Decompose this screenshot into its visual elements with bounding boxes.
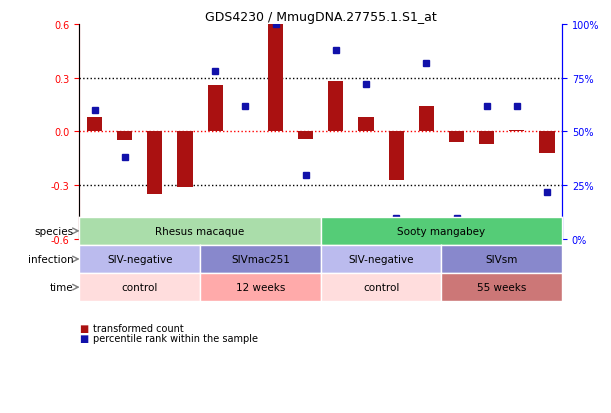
Text: ■: ■ [79, 323, 89, 333]
Text: control: control [363, 282, 400, 292]
Bar [540, 132, 555, 154]
Text: Sooty mangabey: Sooty mangabey [397, 226, 486, 236]
Text: Rhesus macaque: Rhesus macaque [155, 226, 245, 236]
Text: transformed count: transformed count [93, 323, 184, 333]
Bar [479, 132, 494, 145]
Bar [298, 132, 313, 139]
Text: 55 weeks: 55 weeks [477, 282, 527, 292]
Text: species: species [34, 226, 73, 236]
Text: SIV-negative: SIV-negative [107, 254, 172, 264]
Text: 12 weeks: 12 weeks [236, 282, 285, 292]
Title: GDS4230 / MmugDNA.27755.1.S1_at: GDS4230 / MmugDNA.27755.1.S1_at [205, 11, 437, 24]
Bar [510, 131, 524, 132]
Bar [268, 25, 283, 132]
Bar [87, 118, 102, 132]
Text: SIVmac251: SIVmac251 [231, 254, 290, 264]
Bar [117, 132, 132, 141]
Text: infection: infection [27, 254, 73, 264]
Bar [208, 85, 223, 132]
Text: percentile rank within the sample: percentile rank within the sample [93, 334, 258, 344]
Bar [449, 132, 464, 143]
Text: SIV-negative: SIV-negative [348, 254, 414, 264]
Text: control: control [122, 282, 158, 292]
Text: ■: ■ [79, 334, 89, 344]
Bar [328, 82, 343, 132]
Bar [359, 118, 373, 132]
Text: time: time [49, 282, 73, 292]
Bar [389, 132, 404, 180]
Text: SIVsm: SIVsm [486, 254, 518, 264]
Bar [177, 132, 192, 188]
Bar [147, 132, 163, 195]
Bar [419, 107, 434, 132]
